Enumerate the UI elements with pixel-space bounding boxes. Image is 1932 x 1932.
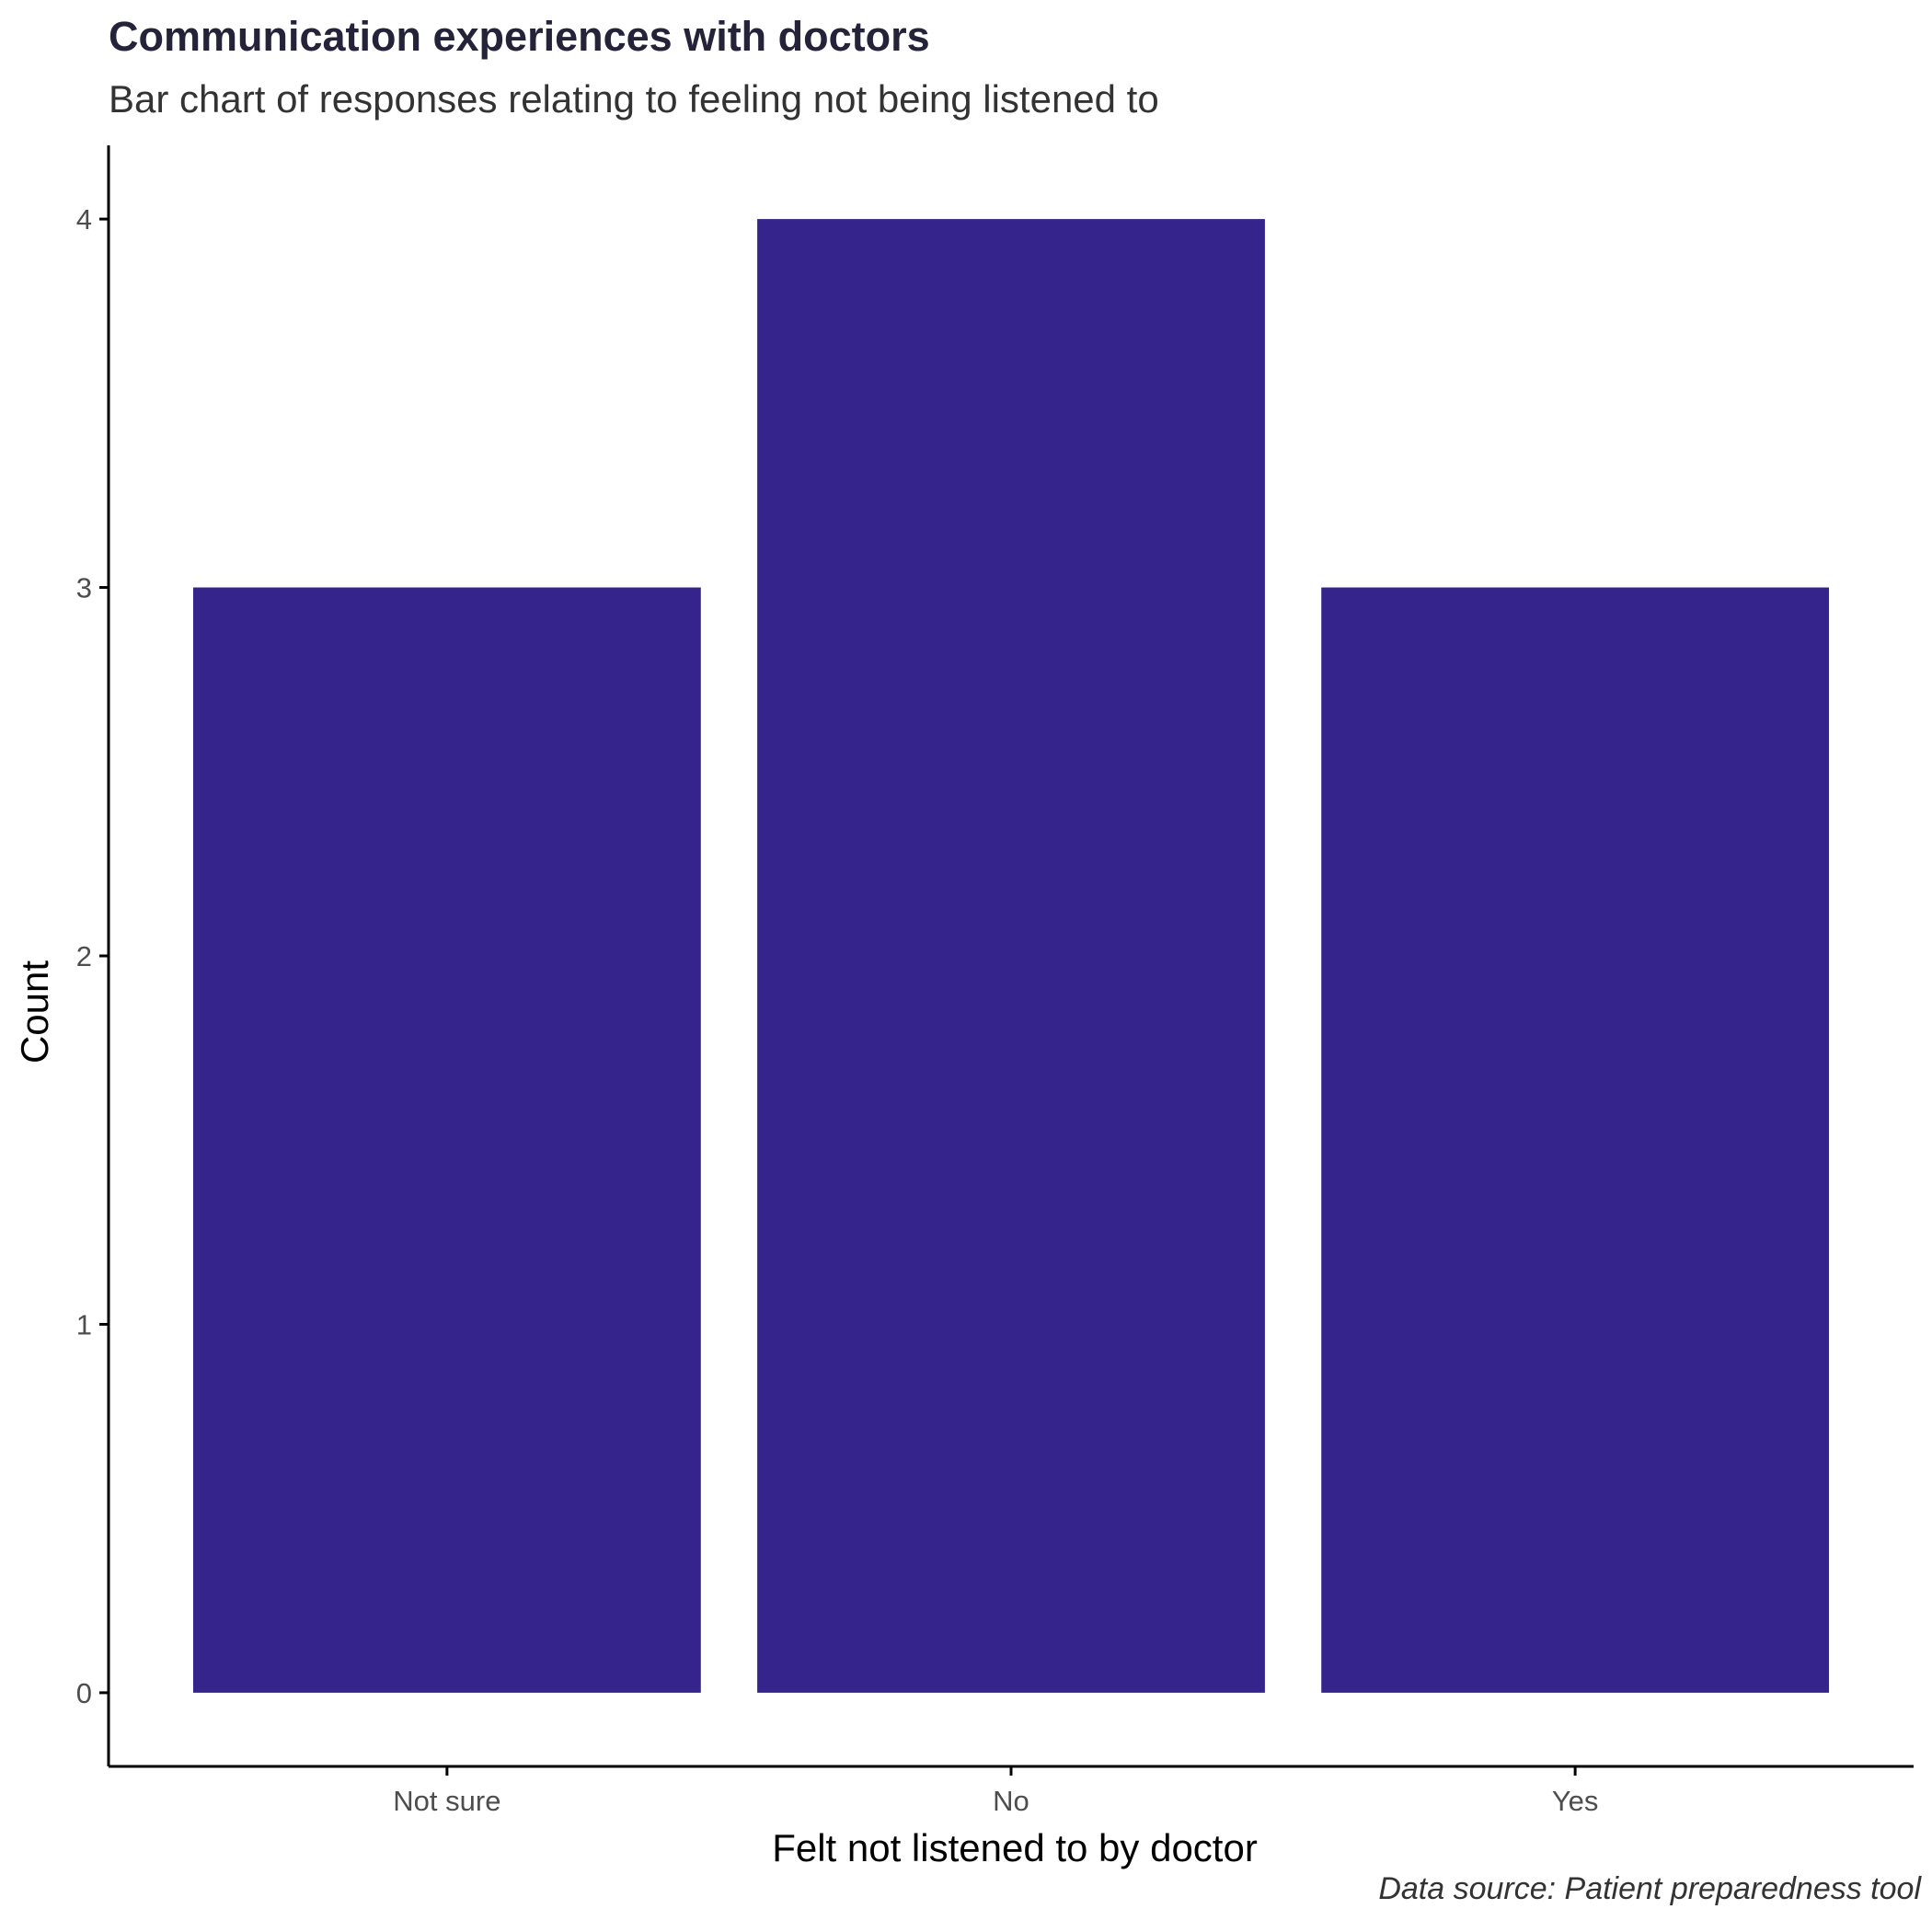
x-axis-title: Felt not listened to by doctor xyxy=(772,1826,1258,1869)
chart-subtitle: Bar chart of responses relating to feeli… xyxy=(109,77,1159,121)
chart-title: Communication experiences with doctors xyxy=(109,13,930,60)
y-tick-label: 4 xyxy=(76,203,92,236)
bar-yes xyxy=(1321,587,1830,1693)
y-tick-label: 3 xyxy=(76,572,92,604)
y-tick-label: 1 xyxy=(76,1308,92,1340)
y-tick-label: 2 xyxy=(76,940,92,972)
bars-layer xyxy=(192,219,1830,1693)
y-tick-label: 0 xyxy=(76,1677,92,1709)
chart-caption: Data source: Patient preparedness tool xyxy=(1378,1871,1921,1906)
bar-no xyxy=(757,219,1265,1693)
x-tick-label: Not sure xyxy=(393,1785,500,1817)
y-axis-title: Count xyxy=(13,960,56,1064)
x-tick-label: No xyxy=(993,1785,1029,1817)
axes-layer: 0 1 2 3 4 Not sure No Yes xyxy=(76,145,1914,1817)
bar-not-sure xyxy=(192,587,701,1693)
x-tick-label: Yes xyxy=(1552,1785,1599,1817)
